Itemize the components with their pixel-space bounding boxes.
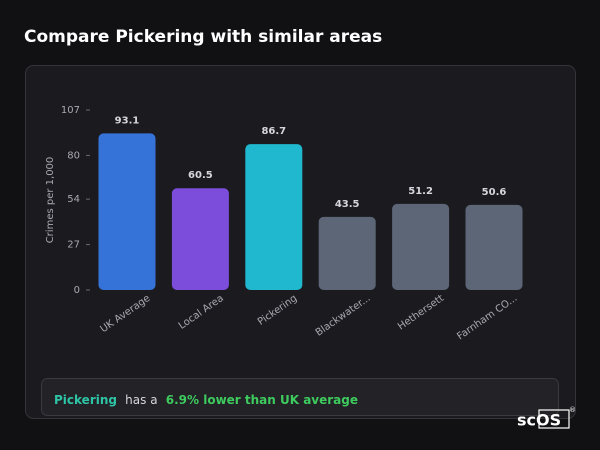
value-label: 86.7 <box>261 126 286 137</box>
y-tick-label: 54 <box>67 194 80 205</box>
value-label: 51.2 <box>408 186 433 197</box>
value-label: 43.5 <box>335 199 360 210</box>
logo: scOS <box>517 411 561 430</box>
y-tick-label: 27 <box>67 240 80 251</box>
summary-text: has a <box>125 393 157 407</box>
summary-area: Pickering <box>54 393 117 407</box>
bar <box>392 203 450 290</box>
bar <box>318 216 376 290</box>
y-tick-label: 80 <box>67 150 80 161</box>
summary-highlight: 6.9% lower than UK average <box>166 393 358 407</box>
bar <box>465 204 523 290</box>
logo-mark: ® <box>569 406 576 414</box>
y-axis-label: Crimes per 1,000 <box>45 157 56 244</box>
value-label: 93.1 <box>115 115 140 126</box>
y-tick-label: 107 <box>61 105 80 116</box>
bar <box>171 188 229 290</box>
y-tick-label: 0 <box>74 285 80 296</box>
summary-box <box>41 378 559 416</box>
chart-title: Compare Pickering with similar areas <box>24 27 382 47</box>
bar <box>245 144 303 290</box>
logo-frame <box>538 409 570 429</box>
bar <box>98 133 156 290</box>
value-label: 50.6 <box>482 187 507 198</box>
summary: Pickering has a 6.9% lower than UK avera… <box>54 393 358 407</box>
value-label: 60.5 <box>188 170 213 181</box>
